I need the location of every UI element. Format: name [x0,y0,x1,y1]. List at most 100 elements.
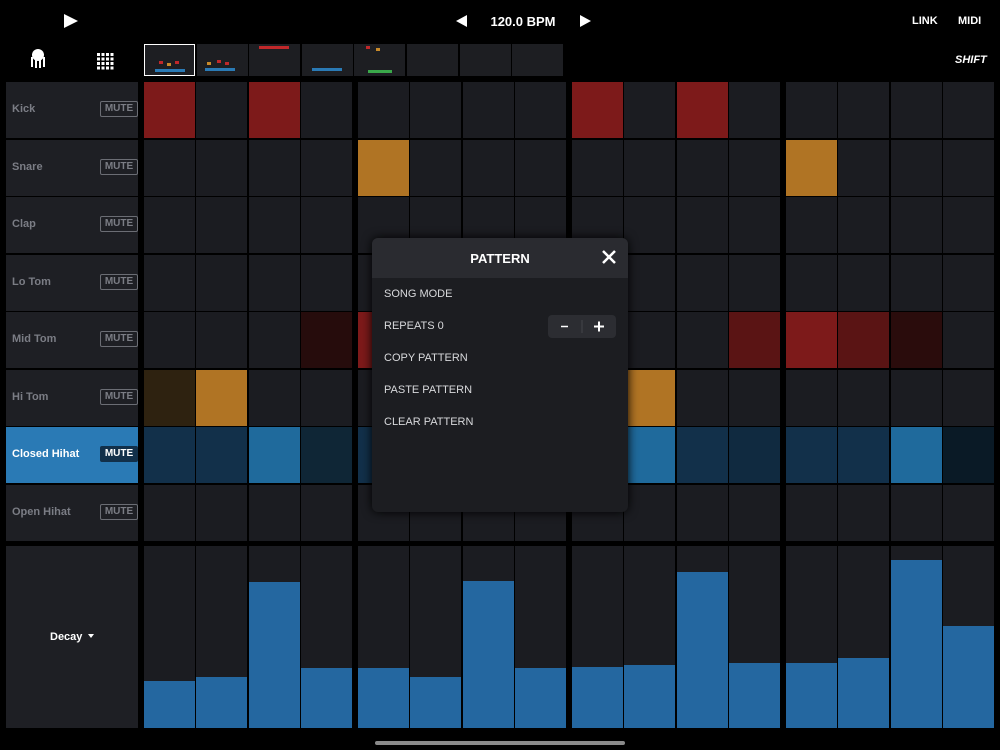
step-cell[interactable] [144,139,195,196]
step-cell[interactable] [462,82,514,138]
step-cell[interactable] [890,369,942,426]
mute-button[interactable]: MUTE [100,446,138,462]
step-cell[interactable] [248,139,300,196]
step-cell[interactable] [728,139,780,196]
lane-cell[interactable] [838,546,890,728]
step-cell[interactable] [196,82,248,138]
pattern-slot[interactable] [301,44,353,76]
step-cell[interactable] [838,484,890,541]
mute-button[interactable]: MUTE [100,273,138,290]
step-cell[interactable] [196,484,248,541]
lane-cell[interactable] [676,546,728,728]
step-cell[interactable] [196,139,248,196]
step-cell[interactable] [676,427,728,483]
step-cell[interactable] [890,254,942,311]
mute-button[interactable]: MUTE [100,503,138,520]
track-row[interactable]: Clap MUTE [6,197,138,253]
step-cell[interactable] [676,254,728,311]
step-cell[interactable] [890,484,942,541]
step-cell[interactable] [196,427,248,483]
step-cell[interactable] [514,139,566,196]
step-cell[interactable] [942,369,994,426]
mute-button[interactable]: MUTE [100,388,138,405]
step-cell[interactable] [728,484,780,541]
step-cell[interactable] [728,427,780,483]
step-cell[interactable] [728,254,780,311]
step-cell[interactable] [838,369,890,426]
track-row[interactable]: Kick MUTE [6,82,138,138]
step-cell[interactable] [624,312,676,368]
step-cell[interactable] [838,254,890,311]
grid-icon[interactable] [97,53,114,70]
step-cell[interactable] [786,312,837,368]
step-cell[interactable] [786,82,837,138]
menu-item[interactable]: COPY PATTERN [384,352,468,364]
step-cell[interactable] [676,369,728,426]
step-cell[interactable] [728,312,780,368]
lane-cell[interactable] [890,546,942,728]
step-cell[interactable] [358,139,409,196]
step-cell[interactable] [248,82,300,138]
lane-cell[interactable] [624,546,676,728]
step-cell[interactable] [942,82,994,138]
step-cell[interactable] [248,254,300,311]
step-cell[interactable] [300,139,352,196]
lane-cell[interactable] [462,546,514,728]
step-cell[interactable] [248,312,300,368]
pattern-slot[interactable] [512,44,564,76]
pattern-slot[interactable] [196,44,248,76]
step-cell[interactable] [300,254,352,311]
step-cell[interactable] [462,139,514,196]
step-cell[interactable] [676,82,728,138]
lane-cell[interactable] [572,546,623,728]
step-cell[interactable] [786,369,837,426]
step-cell[interactable] [514,82,566,138]
plus-button[interactable] [594,321,604,332]
tempo-label[interactable]: 120.0 BPM [490,14,556,29]
step-cell[interactable] [624,254,676,311]
step-cell[interactable] [838,197,890,253]
step-cell[interactable] [248,484,300,541]
step-cell[interactable] [300,369,352,426]
step-cell[interactable] [248,197,300,253]
track-row[interactable]: Lo Tom MUTE [6,254,138,311]
step-cell[interactable] [890,312,942,368]
play-button[interactable] [64,14,78,28]
step-cell[interactable] [410,139,462,196]
pattern-slot[interactable] [354,44,406,76]
step-cell[interactable] [144,312,195,368]
menu-item[interactable]: SONG MODE [384,288,453,300]
lane-cell[interactable] [786,546,837,728]
step-cell[interactable] [676,312,728,368]
menu-item[interactable]: PASTE PATTERN [384,384,473,396]
mute-button[interactable]: MUTE [100,216,138,232]
step-cell[interactable] [676,197,728,253]
step-cell[interactable] [942,484,994,541]
step-cell[interactable] [196,312,248,368]
step-cell[interactable] [890,139,942,196]
mute-button[interactable]: MUTE [100,331,138,347]
step-cell[interactable] [890,427,942,483]
step-cell[interactable] [728,369,780,426]
close-button[interactable] [602,250,616,264]
lane-cell[interactable] [358,546,409,728]
track-row[interactable]: Open Hihat MUTE [6,484,138,541]
step-cell[interactable] [300,427,352,483]
menu-item[interactable]: REPEATS 0 [384,320,444,332]
tempo-down[interactable] [456,15,467,27]
step-cell[interactable] [144,427,195,483]
step-cell[interactable] [942,139,994,196]
step-cell[interactable] [942,197,994,253]
step-cell[interactable] [786,427,837,483]
step-cell[interactable] [624,139,676,196]
step-cell[interactable] [144,254,195,311]
step-cell[interactable] [624,427,676,483]
pattern-slot[interactable] [459,44,511,76]
step-cell[interactable] [838,312,890,368]
lane-cell[interactable] [248,546,300,728]
step-cell[interactable] [728,197,780,253]
logo-icon[interactable] [31,49,45,68]
param-label[interactable]: Decay [50,631,83,643]
lane-cell[interactable] [728,546,780,728]
shift-button[interactable]: SHIFT [955,54,987,66]
